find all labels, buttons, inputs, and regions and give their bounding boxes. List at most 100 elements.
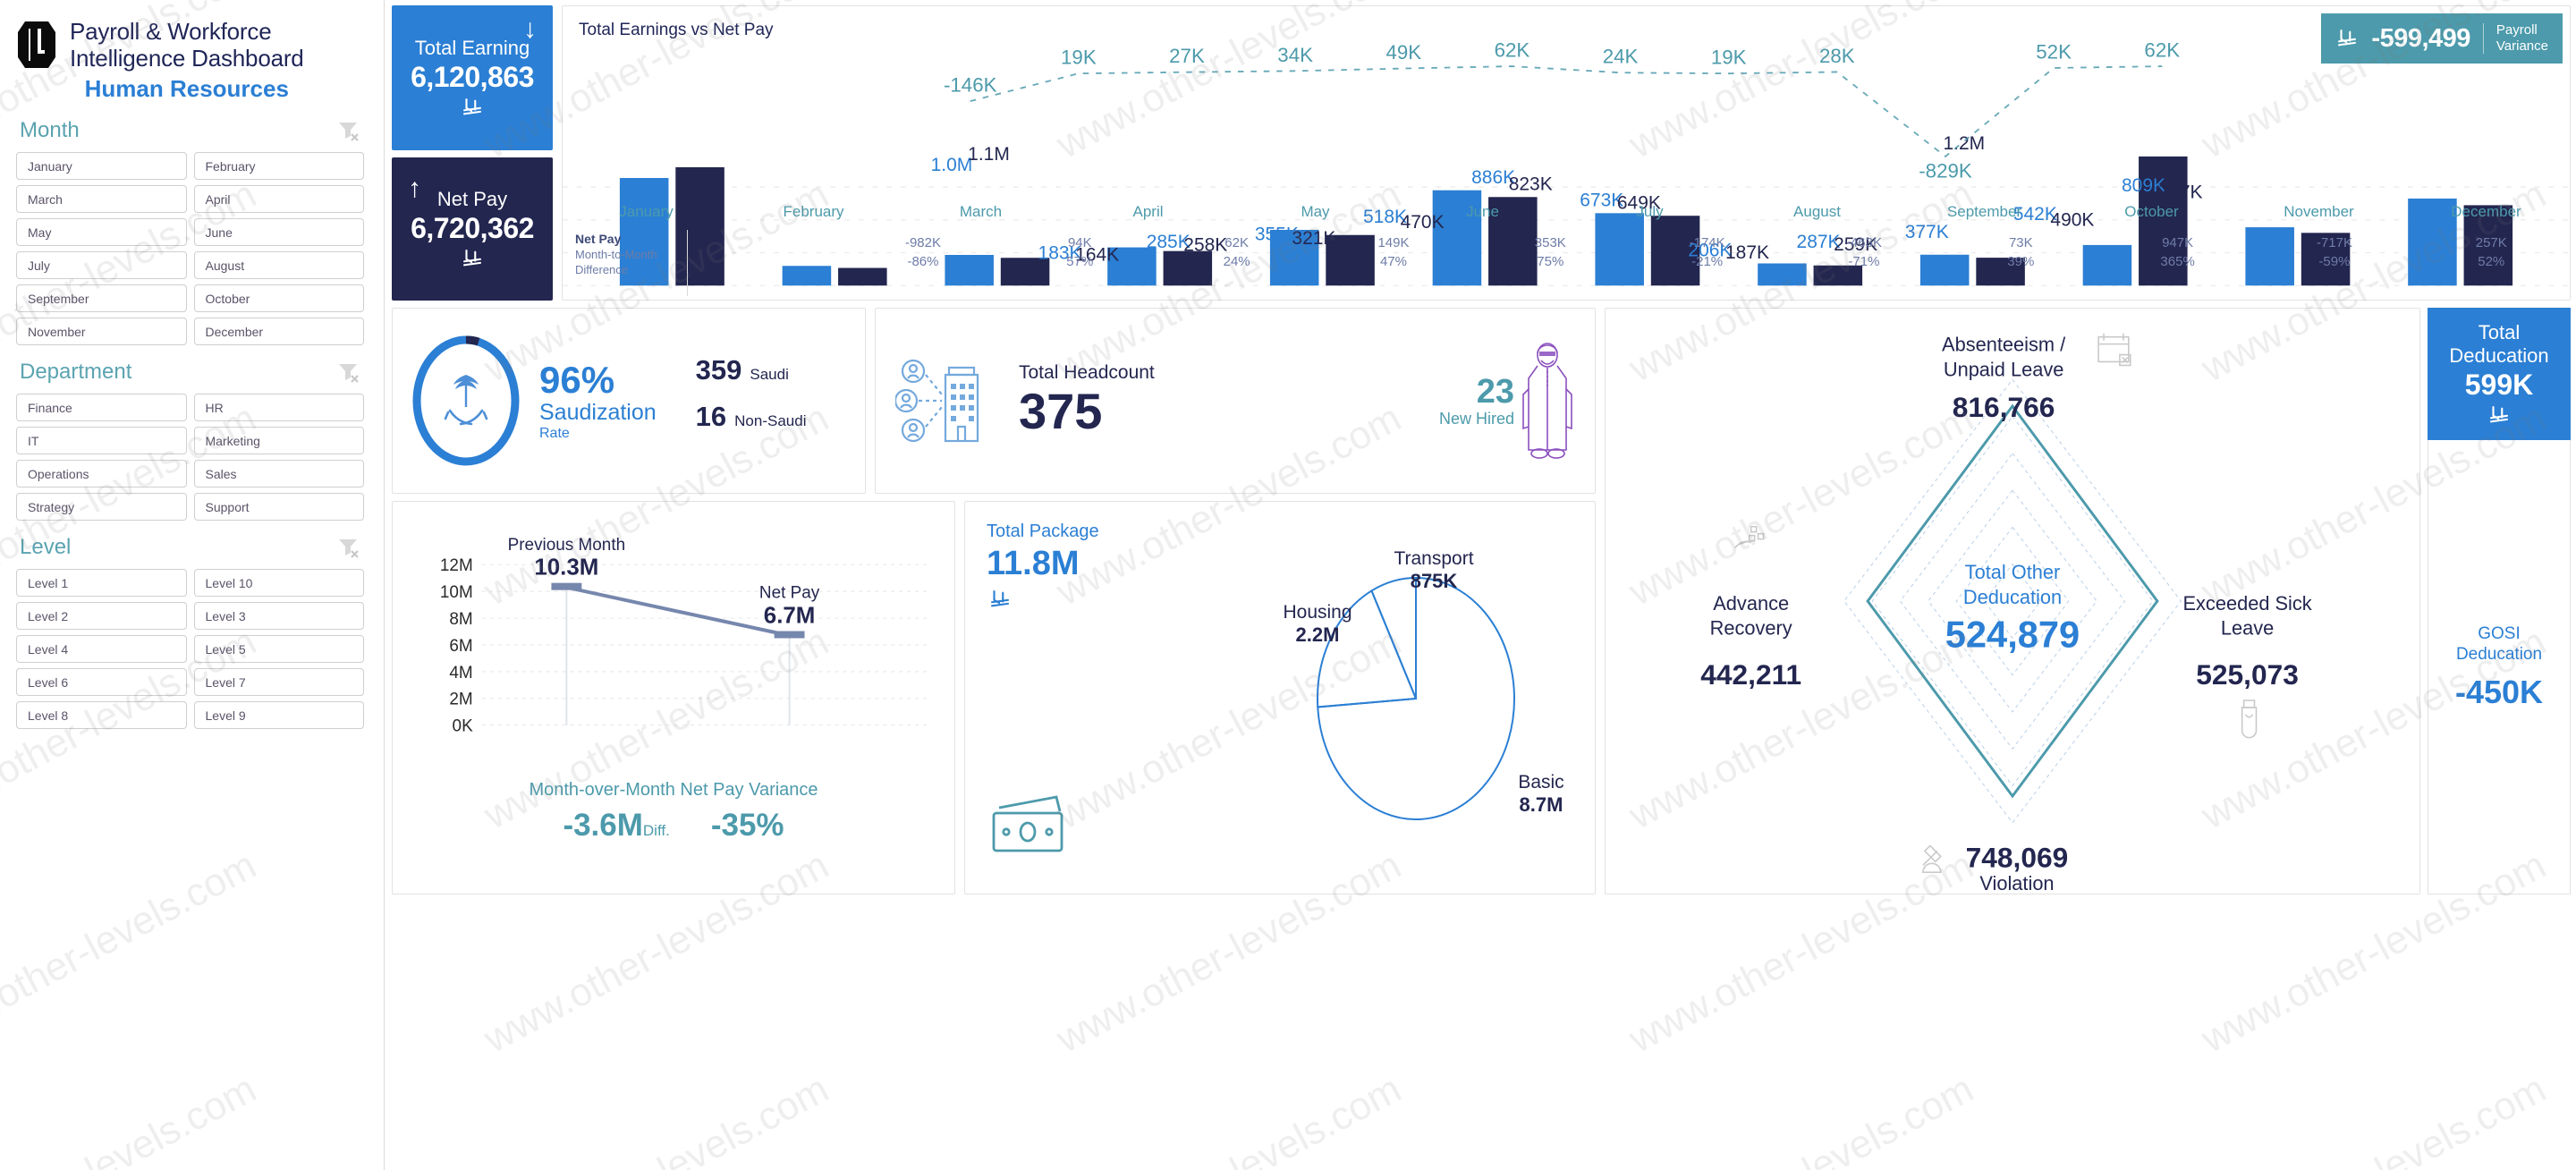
month-label: February [783, 203, 844, 220]
non-saudi-count-row: 16 Non-Saudi [696, 401, 807, 433]
main-content: ↓ Total Earning 6,120,863 ↑ Net Pay 6,72… [385, 0, 2576, 1170]
headcount-title: Total Headcount [1019, 362, 1155, 383]
filter-chip-level-6[interactable]: Level 6 [16, 668, 187, 696]
svg-text:1.0M: 1.0M [931, 155, 973, 175]
filter-chip-level-7[interactable]: Level 7 [193, 668, 364, 696]
filter-chip-level-3[interactable]: Level 3 [193, 602, 364, 630]
difference-percent: 52% [2478, 254, 2505, 269]
mom-variance-title: Month-over-Month Net Pay Variance [529, 780, 818, 800]
svg-text:Basic: Basic [1518, 772, 1563, 793]
new-hired-label: New Hired [1438, 409, 1514, 428]
month-label: August [1793, 203, 1841, 220]
kpi-net-pay[interactable]: ↑ Net Pay 6,720,362 [392, 157, 553, 301]
svg-text:49K: 49K [1385, 41, 1421, 64]
filter-chip-may[interactable]: May [16, 218, 187, 246]
svg-text:0K: 0K [453, 717, 474, 736]
svg-text:518K: 518K [1363, 207, 1407, 227]
filter-chip-hr[interactable]: HR [193, 394, 364, 421]
svg-text:747K: 747K [2159, 182, 2203, 203]
svg-text:285K: 285K [1147, 232, 1191, 252]
filter-chip-level-2[interactable]: Level 2 [16, 602, 187, 630]
total-deduction-title-line2: Deducation [2449, 344, 2549, 367]
svg-text:24K: 24K [1603, 46, 1639, 68]
filter-chip-july[interactable]: July [16, 251, 187, 279]
filter-chip-level-8[interactable]: Level 8 [16, 701, 187, 729]
svg-text:377K: 377K [1905, 222, 1949, 242]
filter-chip-level-1[interactable]: Level 1 [16, 569, 187, 597]
total-deduction-value: 599K [2464, 369, 2534, 401]
filter-chip-november[interactable]: November [16, 318, 187, 345]
people-building-icon [895, 359, 979, 443]
difference-amount: 94K [1067, 235, 1092, 250]
filter-chip-level-9[interactable]: Level 9 [193, 701, 364, 729]
filter-chip-strategy[interactable]: Strategy [16, 493, 187, 521]
difference-amount: -174K [1689, 235, 1725, 250]
mom-diff-suffix: Diff. [642, 822, 670, 839]
filter-chip-march[interactable]: March [16, 185, 187, 213]
difference-cell: 947K 365% [2099, 230, 2256, 296]
svg-text:19K: 19K [1061, 47, 1097, 69]
svg-text:6.7M: 6.7M [764, 604, 816, 629]
deduction-section: Total Other Deducation 524,879 Absenteeism … [1605, 308, 2571, 894]
svg-text:875K: 875K [1411, 570, 1458, 592]
non-saudi-label: Non-Saudi [734, 412, 807, 429]
svg-text:1.2M: 1.2M [1943, 133, 1985, 154]
filter-chip-december[interactable]: December [193, 318, 364, 345]
svg-text:Absenteeism /: Absenteeism / [1942, 334, 2066, 356]
svg-text:490K: 490K [2050, 209, 2094, 230]
mom-variance-stats: -3.6MDiff. -35% [393, 808, 954, 844]
month-axis-labels: January February March April May June July Augu… [563, 203, 2570, 228]
difference-cell [688, 230, 844, 296]
filter-chip-grid: Finance HR IT Marketing Operations Sales Strat… [16, 394, 364, 521]
filter-chip-sales[interactable]: Sales [193, 460, 364, 488]
total-deduction-panel: Total Deducation 599K [2428, 308, 2571, 894]
filter-chip-august[interactable]: August [193, 251, 364, 279]
divider [2482, 23, 2484, 54]
kpi-total-earning[interactable]: ↓ Total Earning 6,120,863 [392, 5, 553, 150]
variance-label-line1: Payroll [2496, 22, 2538, 38]
saudi-riyal-icon [991, 590, 1009, 607]
filter-chip-finance[interactable]: Finance [16, 394, 187, 421]
saudization-ring-icon [412, 335, 520, 466]
svg-text:Leave: Leave [2221, 617, 2274, 640]
svg-text:542K: 542K [2013, 204, 2057, 225]
variance-label-line2: Variance [2496, 38, 2548, 54]
filter-chip-june[interactable]: June [193, 218, 364, 246]
filter-chip-september[interactable]: September [16, 284, 187, 312]
chart-title: Total Earnings vs Net Pay [579, 21, 774, 39]
svg-text:748,069: 748,069 [1966, 841, 2069, 873]
filter-chip-marketing[interactable]: Marketing [193, 427, 364, 454]
total-package-title: Total Package [987, 521, 1099, 541]
gosi-deduction-block: GOSI Deducation -450K [2428, 440, 2571, 894]
month-label: January [619, 203, 674, 220]
difference-amount: 257K [2475, 235, 2507, 250]
headcount-value: 375 [1019, 383, 1103, 439]
filter-chip-level-4[interactable]: Level 4 [16, 635, 187, 663]
filter-chip-it[interactable]: IT [16, 427, 187, 454]
filter-chip-january[interactable]: January [16, 152, 187, 180]
clear-filter-icon[interactable] [337, 537, 360, 558]
filter-chip-operations[interactable]: Operations [16, 460, 187, 488]
filter-chip-october[interactable]: October [193, 284, 364, 312]
saudi-riyal-icon [2338, 30, 2357, 47]
brand-title-line2: Intelligence Dashboard [70, 45, 304, 72]
filter-chip-support[interactable]: Support [193, 493, 364, 521]
svg-text:28K: 28K [1819, 45, 1855, 67]
filter-chip-february[interactable]: February [193, 152, 364, 180]
difference-cell: 149K 47% [1315, 230, 1471, 296]
difference-cell: -463K -71% [1785, 230, 1942, 296]
svg-text:Violation: Violation [1979, 872, 2054, 894]
difference-percent: -59% [2318, 254, 2351, 269]
svg-text:Housing: Housing [1283, 602, 1352, 623]
total-package-value: 11.8M [987, 545, 1080, 582]
clear-filter-icon[interactable] [337, 361, 360, 383]
filter-chip-april[interactable]: April [193, 185, 364, 213]
filter-chip-level-5[interactable]: Level 5 [193, 635, 364, 663]
clear-filter-icon[interactable] [337, 120, 360, 141]
svg-text:Deducation: Deducation [1963, 586, 2062, 608]
mom-diff-number: -3.6M [563, 808, 643, 843]
filter-chip-level-10[interactable]: Level 10 [193, 569, 364, 597]
diff-header-line3: Difference [575, 263, 629, 276]
svg-text:12M: 12M [440, 556, 473, 575]
